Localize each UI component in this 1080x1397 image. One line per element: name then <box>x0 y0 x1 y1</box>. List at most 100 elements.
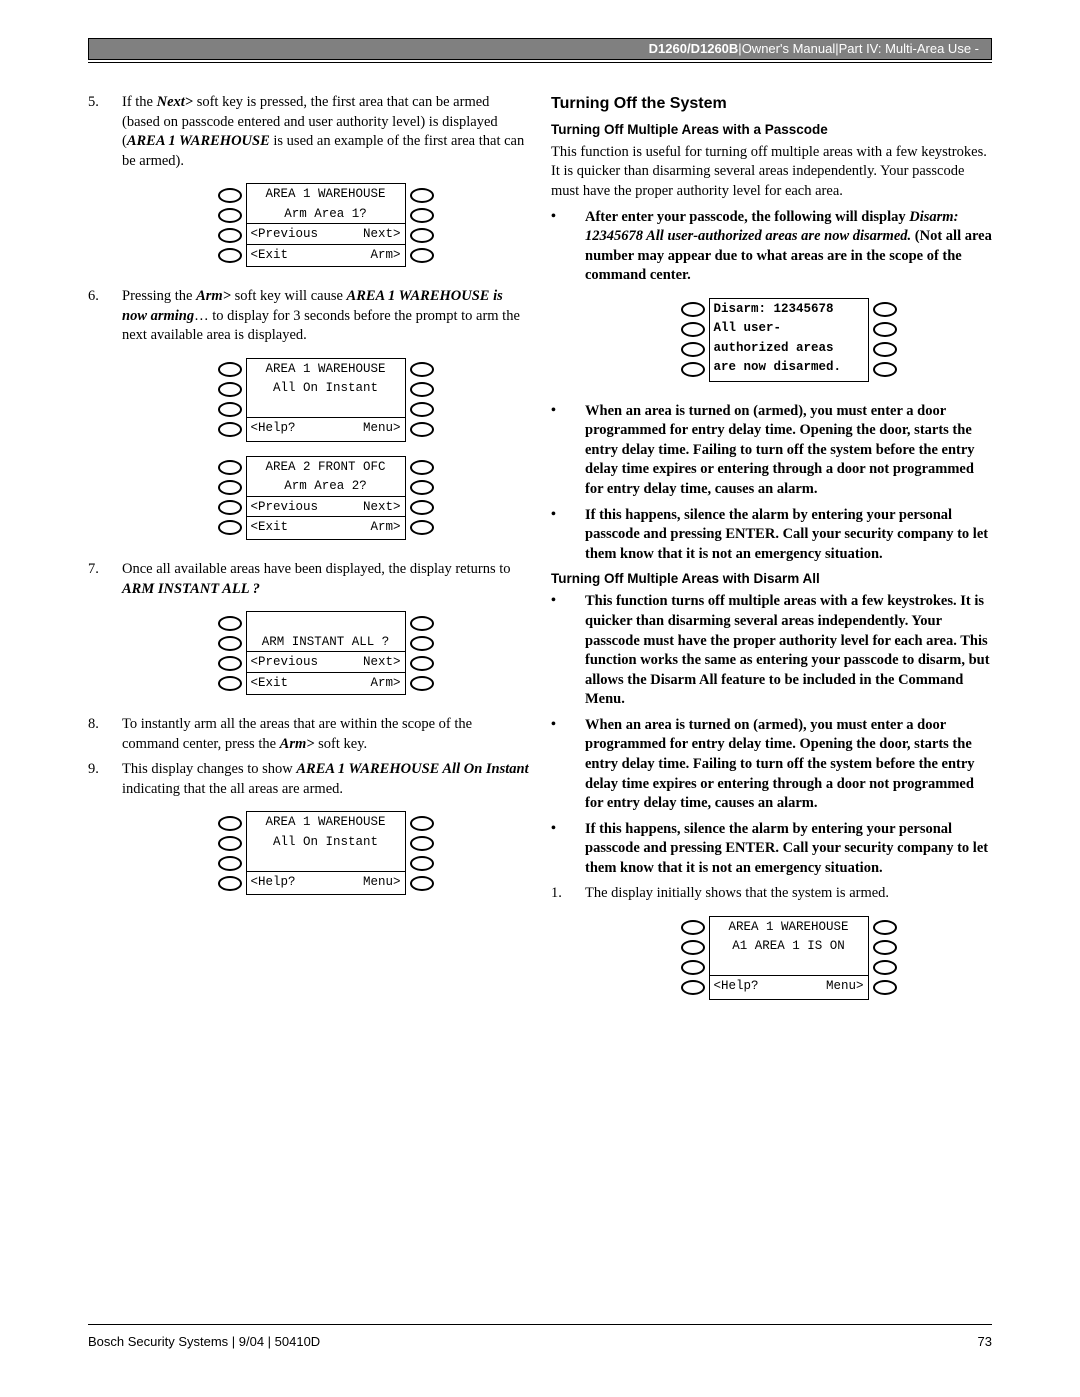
intro-paragraph: This function is useful for turning off … <box>551 143 992 202</box>
lcd-button-icon <box>873 302 897 317</box>
lcd-row: Arm Area 2? <box>247 476 405 496</box>
lcd-row: ARM INSTANT ALL ? <box>247 632 405 652</box>
lcd-row: <Previous Next> <box>247 224 405 244</box>
footer-left: Bosch Security Systems | 9/04 | 50410D <box>88 1333 320 1351</box>
text-run: Next> <box>157 94 193 110</box>
lcd-softkey-left: <Help? <box>251 420 296 437</box>
footer-page-number: 73 <box>978 1333 992 1351</box>
lcd-display: AREA 1 WAREHOUSEAll On Instant<Help?Menu… <box>218 358 434 442</box>
lcd-button-icon <box>218 876 242 891</box>
list-item: 8.To instantly arm all the areas that ar… <box>88 715 529 754</box>
lcd-display: AREA 1 WAREHOUSEAll On Instant<Help?Menu… <box>218 811 434 895</box>
lcd-softkey-left: <Previous <box>251 226 319 243</box>
text-run: AREA 1 WAREHOUSE <box>127 133 270 149</box>
list-number: 8. <box>88 715 122 754</box>
lcd-button-icon <box>681 362 705 377</box>
list-text: The display initially shows that the sys… <box>585 884 992 1014</box>
lcd-screen: AREA 1 WAREHOUSEAll On Instant<Help?Menu… <box>246 358 406 442</box>
lcd-button-icon <box>873 322 897 337</box>
lcd-buttons-right <box>873 916 897 1000</box>
lcd-wrap: AREA 1 WAREHOUSEArm Area 1?<PreviousNext… <box>122 183 529 267</box>
text-run: soft key. <box>315 736 368 752</box>
text-run: After enter your passcode, the following… <box>585 209 909 225</box>
lcd-button-icon <box>218 676 242 691</box>
lcd-button-icon <box>410 228 434 243</box>
list-item: 1.The display initially shows that the s… <box>551 884 992 1014</box>
text-run: Arm> <box>196 288 231 304</box>
lcd-button-icon <box>681 940 705 955</box>
lcd-buttons-left <box>218 611 242 695</box>
lcd-display: Disarm: 12345678All user-authorized area… <box>681 298 897 382</box>
list-item: 5.If the Next> soft key is pressed, the … <box>88 93 529 281</box>
lcd-display: AREA 1 WAREHOUSEA1 AREA 1 IS ON<Help?Men… <box>681 916 897 1000</box>
text-run: This function turns off multiple areas w… <box>585 593 990 707</box>
list-item: •If this happens, silence the alarm by e… <box>551 820 992 879</box>
lcd-button-icon <box>218 836 242 851</box>
list-number: 5. <box>88 93 122 281</box>
lcd-button-icon <box>410 520 434 535</box>
lcd-button-icon <box>410 248 434 263</box>
list-text: If the Next> soft key is pressed, the fi… <box>122 93 529 281</box>
list-text: When an area is turned on (armed), you m… <box>585 402 992 500</box>
lcd-softkey-right: Menu> <box>363 420 401 437</box>
list-text: Once all available areas have been displ… <box>122 560 529 709</box>
lcd-button-icon <box>410 636 434 651</box>
page: D1260/D1260B | Owner's Manual | Part IV:… <box>0 0 1080 1397</box>
lcd-button-icon <box>410 382 434 397</box>
lcd-row: All On Instant <box>247 832 405 852</box>
lcd-button-icon <box>218 520 242 535</box>
lcd-button-icon <box>218 248 242 263</box>
list-text: This display changes to show AREA 1 WARE… <box>122 760 529 909</box>
text-run: Pressing the <box>122 288 196 304</box>
lcd-button-icon <box>218 422 242 437</box>
list-number: 9. <box>88 760 122 909</box>
header-rule <box>88 62 992 63</box>
lcd-button-icon <box>681 980 705 995</box>
list-text: After enter your passcode, the following… <box>585 208 992 396</box>
lcd-button-icon <box>681 302 705 317</box>
lcd-row: <Help?Menu> <box>247 872 405 892</box>
list-item: 6.Pressing the Arm> soft key will cause … <box>88 287 529 554</box>
bullet-icon: • <box>551 402 585 500</box>
lcd-softkey-right: Next> <box>363 226 401 243</box>
text-run: Once all available areas have been displ… <box>122 561 511 577</box>
lcd-screen: Disarm: 12345678All user-authorized area… <box>709 298 869 382</box>
lcd-button-icon <box>681 960 705 975</box>
bullet-list-1: • After enter your passcode, the followin… <box>551 208 992 565</box>
lcd-row: <Help? Menu> <box>247 418 405 438</box>
lcd-button-icon <box>873 920 897 935</box>
lcd-button-icon <box>410 836 434 851</box>
lcd-display: ARM INSTANT ALL ?<PreviousNext><ExitArm> <box>218 611 434 695</box>
left-numbered-list: 5.If the Next> soft key is pressed, the … <box>88 93 529 909</box>
lcd-buttons-left <box>218 183 242 267</box>
lcd-button-icon <box>218 228 242 243</box>
lcd-button-icon <box>410 188 434 203</box>
bullet-icon: • <box>551 506 585 565</box>
lcd-row: Disarm: 12345678 <box>710 299 868 319</box>
text-run: indicating that the all areas are armed. <box>122 781 343 797</box>
header-title: Owner's Manual <box>742 40 836 58</box>
header-part: Part IV: Multi-Area Use - <box>839 40 979 58</box>
lcd-softkey-left: <Exit <box>251 519 289 536</box>
lcd-screen: AREA 1 WAREHOUSEA1 AREA 1 IS ON<Help?Men… <box>709 916 869 1000</box>
lcd-button-icon <box>218 382 242 397</box>
lcd-button-icon <box>218 816 242 831</box>
lcd-row <box>247 612 405 632</box>
text-run: When an area is turned on (armed), you m… <box>585 717 975 811</box>
lcd-buttons-right <box>410 358 434 442</box>
bullet-icon: • <box>551 592 585 709</box>
text-run: AREA 1 WAREHOUSE All On Instant <box>296 761 528 777</box>
lcd-buttons-left <box>218 456 242 540</box>
lcd-softkey-right: Menu> <box>826 978 864 995</box>
lcd-softkey-right: Arm> <box>370 247 400 264</box>
section-heading: Turning Off the System <box>551 93 992 115</box>
lcd-row <box>247 851 405 871</box>
lcd-button-icon <box>218 500 242 515</box>
lcd-row: All On Instant <box>247 378 405 398</box>
lcd-button-icon <box>410 402 434 417</box>
lcd-buttons-left <box>218 811 242 895</box>
list-item: •This function turns off multiple areas … <box>551 592 992 709</box>
lcd-screen: ARM INSTANT ALL ?<PreviousNext><ExitArm> <box>246 611 406 695</box>
lcd-softkey-left: <Exit <box>251 247 289 264</box>
lcd-button-icon <box>681 322 705 337</box>
